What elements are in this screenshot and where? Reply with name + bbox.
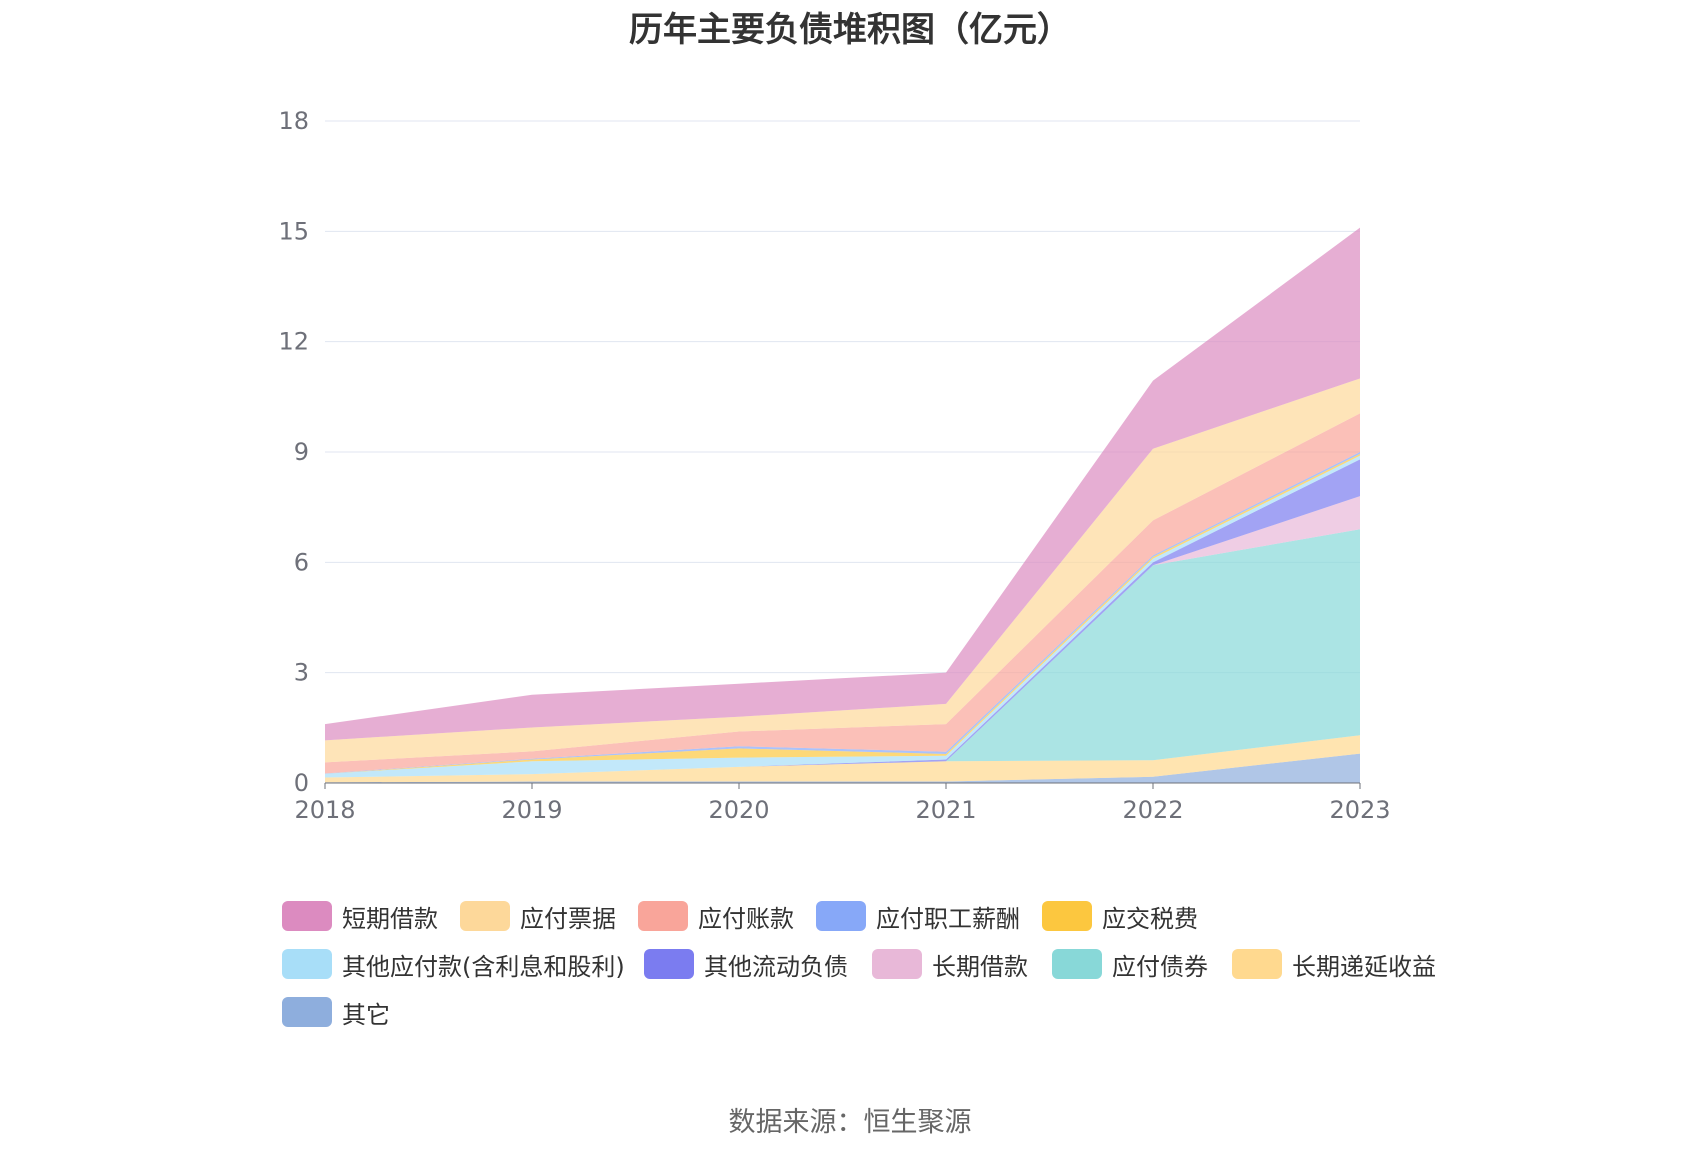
legend-swatch [1052,949,1102,979]
area-series-2[interactable] [325,529,1360,778]
x-tick-label: 2020 [708,796,769,824]
y-tick-label: 12 [278,328,309,356]
legend-item[interactable]: 短期借款 [282,898,438,934]
legend-swatch [282,949,332,979]
y-tick-label: 6 [294,548,309,576]
x-tick-label: 2019 [501,796,562,824]
legend-label: 应交税费 [1102,904,1198,933]
y-tick-label: 3 [294,659,309,687]
legend-label: 其他应付款(含利息和股利) [342,952,625,981]
legend-item[interactable]: 长期递延收益 [1232,946,1436,982]
area-series-9[interactable] [325,378,1360,763]
area-series-1[interactable] [325,735,1360,783]
legend-label: 其它 [342,1000,390,1029]
legend-item[interactable]: 应付职工薪酬 [816,898,1020,934]
legend-item[interactable]: 应交税费 [1042,898,1198,934]
legend-item[interactable]: 其他应付款(含利息和股利) [282,946,625,982]
chart-title: 历年主要负债堆积图（亿元） [629,10,1071,50]
y-tick-label: 9 [294,438,309,466]
legend-swatch [1042,901,1092,931]
x-tick-label: 2021 [915,796,976,824]
legend-swatch [872,949,922,979]
legend-label: 短期借款 [342,904,438,933]
legend-label: 应付票据 [520,904,616,933]
legend-item[interactable]: 其它 [282,994,390,1030]
legend-label: 应付账款 [698,904,794,933]
legend-swatch [816,901,866,931]
area-series [325,227,1360,783]
grid-lines [325,120,1360,674]
legend-item[interactable]: 应付票据 [460,898,616,934]
legend-label: 应付职工薪酬 [876,904,1020,933]
legend-item[interactable]: 应付债券 [1052,946,1208,982]
legend-label: 长期借款 [932,952,1028,981]
legend-swatch [282,997,332,1027]
legend-swatch [460,901,510,931]
axes: 0 3 6 9 12 15 18 2018 2019 2020 2021 2022 2023 [278,107,1390,824]
data-source-note: 数据来源：恒生聚源 [728,1107,972,1138]
x-tick-label: 2018 [294,796,355,824]
y-tick-label: 18 [278,107,309,135]
legend-item[interactable]: 其他流动负债 [644,946,848,982]
legend-swatch [638,901,688,931]
y-tick-label: 15 [278,217,309,245]
legend-item[interactable]: 长期借款 [872,946,1028,982]
area-series-0[interactable] [325,753,1360,783]
legend-swatch [282,901,332,931]
legend-label: 其他流动负债 [704,952,848,981]
x-tick-label: 2023 [1329,796,1390,824]
y-tick-label: 0 [294,769,309,797]
legend-label: 长期递延收益 [1292,952,1436,981]
legend-swatch [644,949,694,979]
legend-item[interactable]: 应付账款 [638,898,794,934]
legend-swatch [1232,949,1282,979]
legend-label: 应付债券 [1112,952,1208,981]
x-tick-label: 2022 [1122,796,1183,824]
